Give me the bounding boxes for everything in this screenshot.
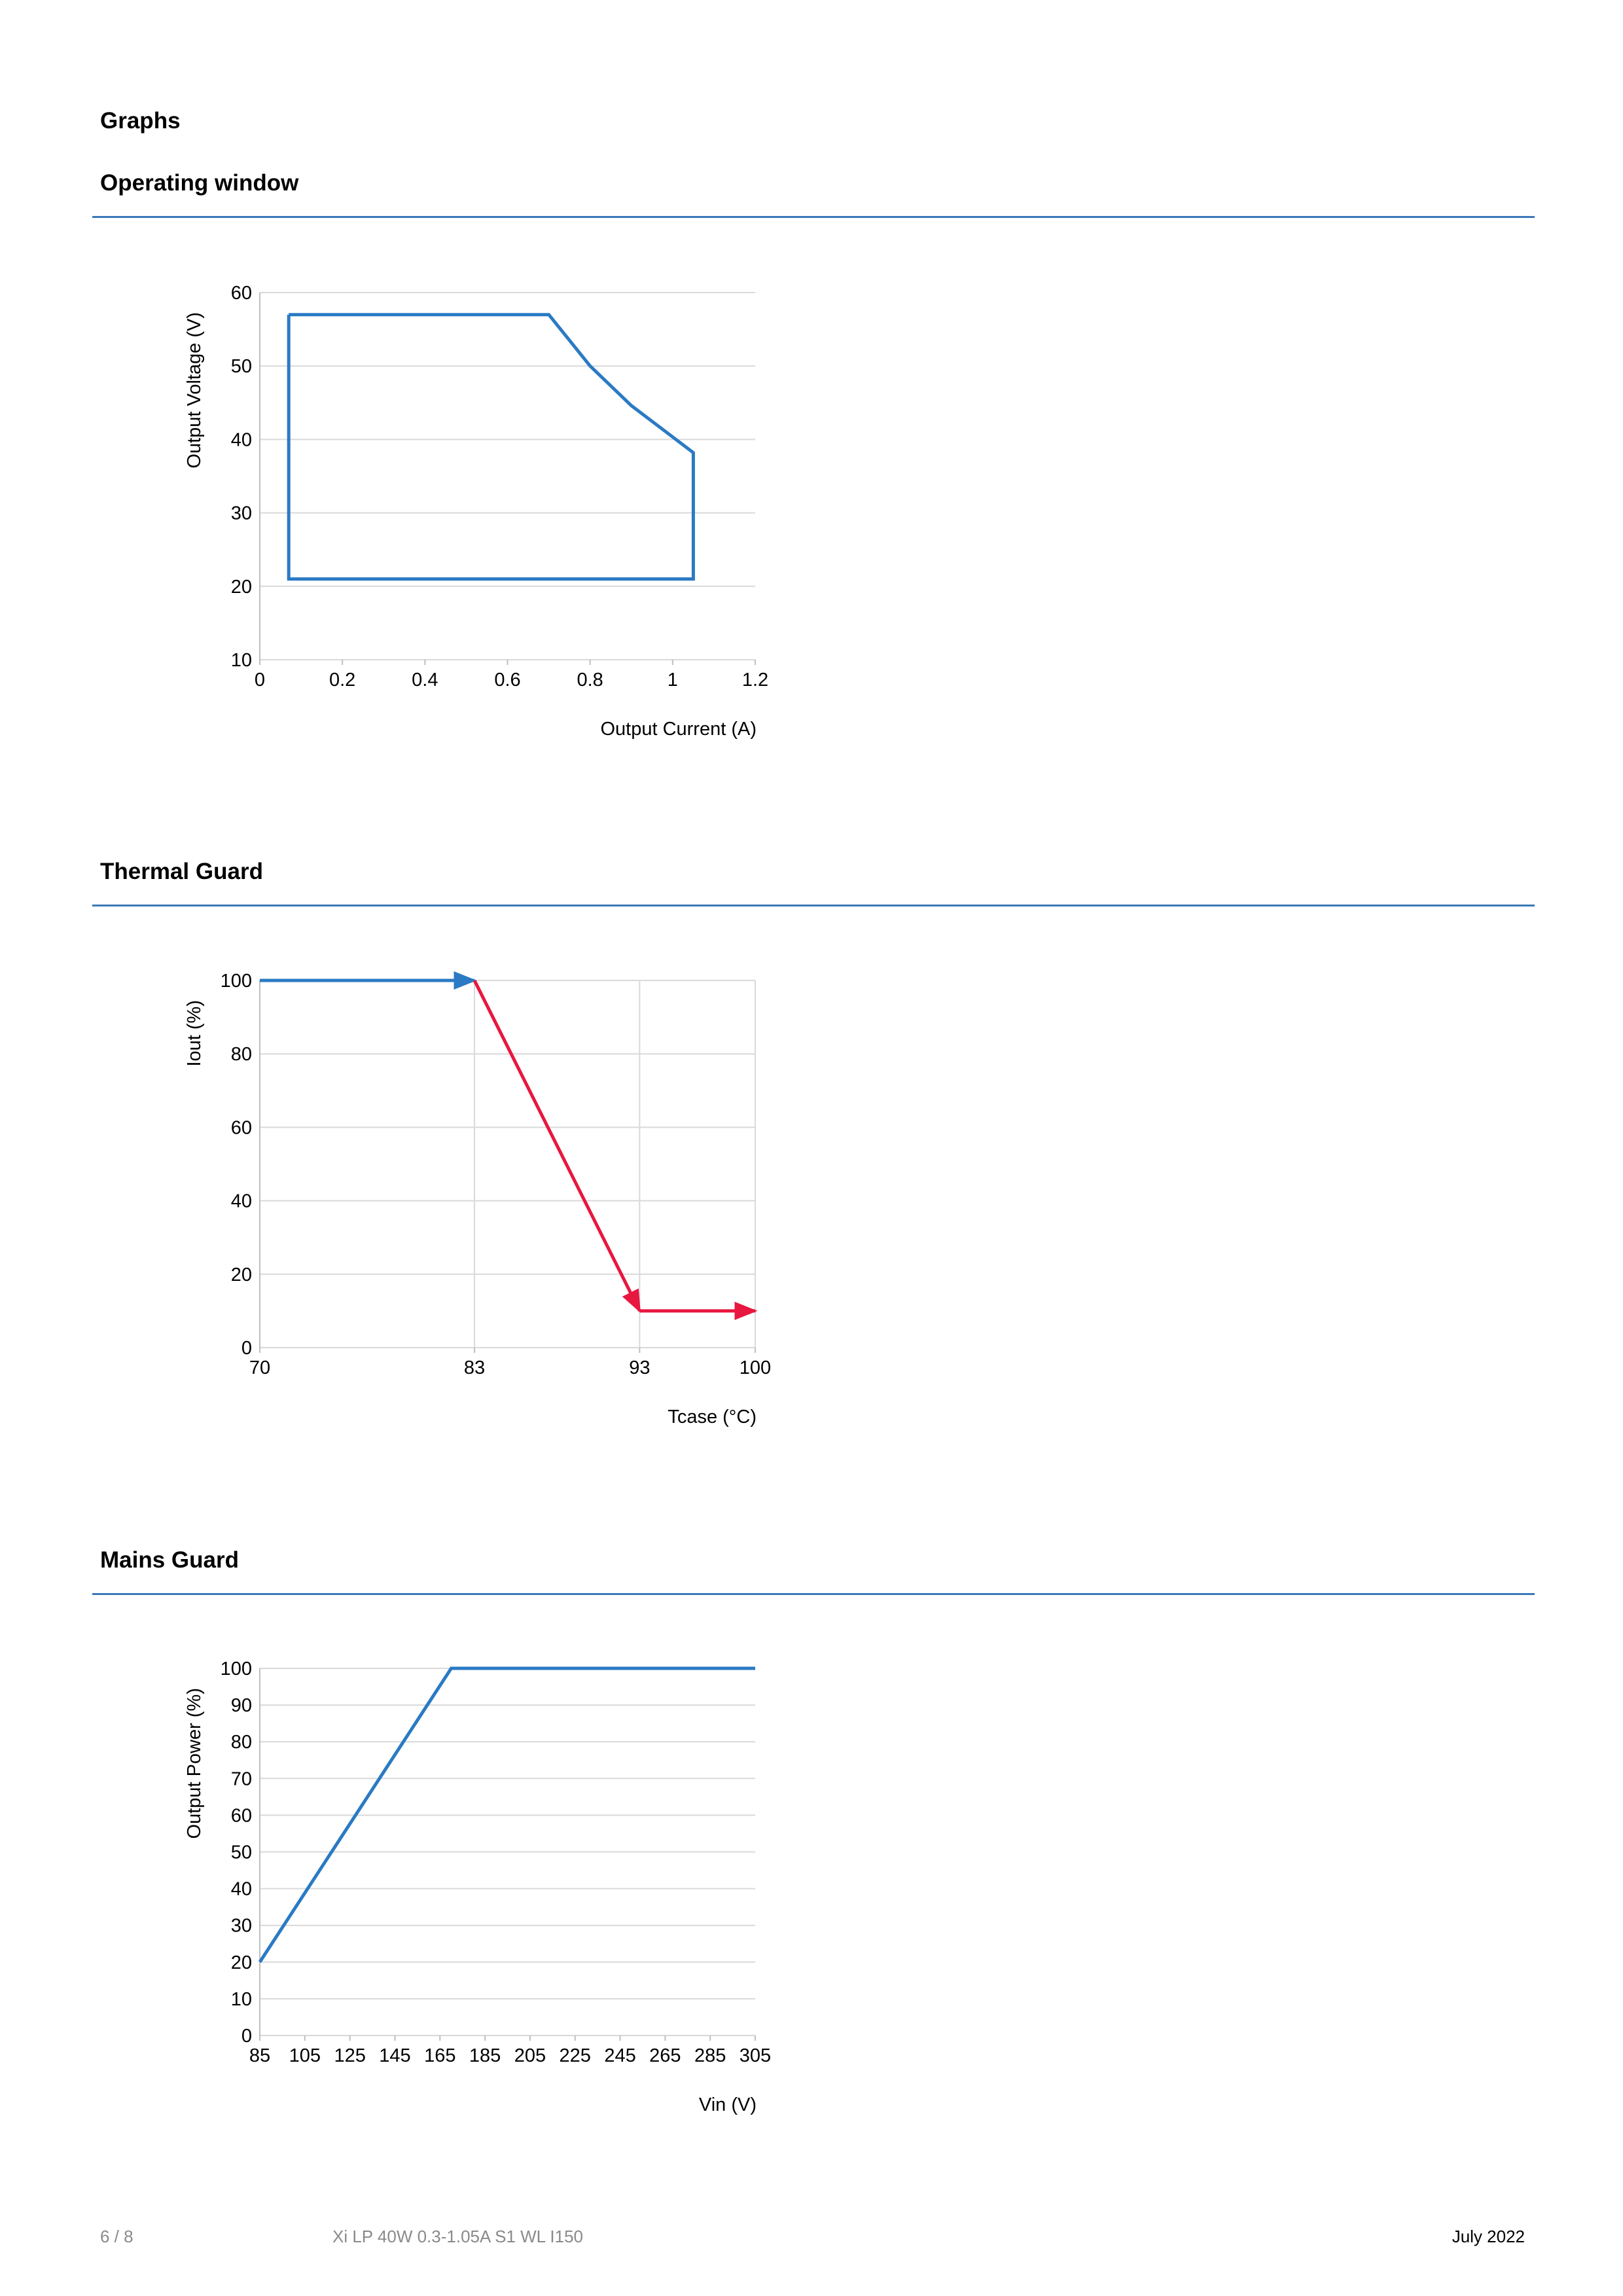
y-tick-label: 80	[231, 1732, 252, 1753]
x-tick-label: 105	[289, 2045, 321, 2066]
y-tick-label: 60	[231, 1117, 252, 1138]
y-tick-label: 20	[231, 577, 252, 598]
series-line	[473, 979, 641, 1314]
x-tick-label: 165	[424, 2045, 455, 2066]
y-tick-label: 50	[231, 356, 252, 377]
chart-title-mains-guard: Mains Guard	[100, 1547, 239, 1573]
x-tick-label: 0.4	[412, 670, 438, 691]
y-tick-label: 80	[231, 1044, 252, 1065]
footer-product-name: Xi LP 40W 0.3-1.05A S1 WL I150	[332, 2227, 584, 2246]
y-tick-label: 40	[231, 1191, 252, 1212]
x-tick-label: 85	[249, 2045, 270, 2066]
x-axis-label: Output Current (A)	[600, 719, 757, 740]
x-tick-label: 100	[740, 1357, 771, 1378]
x-tick-label: 205	[514, 2045, 546, 2066]
y-axis-label: Iout (%)	[184, 1000, 205, 1067]
x-tick-label: 93	[629, 1357, 650, 1378]
x-tick-label: 70	[249, 1357, 270, 1378]
y-tick-label: 20	[231, 1265, 252, 1285]
section-rule	[92, 905, 1535, 906]
y-tick-label: 30	[231, 503, 252, 524]
section-rule	[92, 216, 1535, 218]
x-tick-label: 285	[694, 2045, 726, 2066]
x-tick-label: 225	[560, 2045, 591, 2066]
x-tick-label: 83	[464, 1357, 485, 1378]
y-tick-label: 90	[231, 1695, 252, 1716]
x-tick-label: 145	[379, 2045, 410, 2066]
y-tick-label: 60	[231, 1805, 252, 1826]
x-tick-label: 305	[740, 2045, 771, 2066]
x-axis-label: Tcase (°C)	[668, 1407, 757, 1427]
chart-title-operating-window: Operating window	[100, 170, 299, 196]
thermal-guard-chart: 0 20 40 60 80 100 70 83 93 100 Tcase (°C) Iout (%)	[184, 971, 771, 1427]
x-tick-label: 125	[334, 2045, 365, 2066]
operating-window-chart: 10 20 30 40 50 60 0 0.2 0.4 0.6 0.8 1 1.2 Output Curr…	[184, 283, 768, 740]
y-tick-label: 50	[231, 1842, 252, 1863]
y-axis-label: Output Power (%)	[184, 1688, 205, 1839]
y-tick-label: 70	[231, 1768, 252, 1789]
y-tick-label: 60	[231, 283, 252, 304]
chart-title-thermal-guard: Thermal Guard	[100, 859, 263, 884]
y-tick-label: 0	[241, 1338, 252, 1359]
y-tick-label: 0	[241, 2026, 252, 2047]
y-tick-label: 40	[231, 1879, 252, 1900]
y-tick-label: 10	[231, 1989, 252, 2010]
footer-page-number: 6 / 8	[100, 2227, 134, 2246]
y-tick-label: 10	[231, 650, 252, 671]
x-tick-label: 0.2	[329, 670, 355, 691]
x-tick-label: 0.8	[577, 670, 603, 691]
series-line	[258, 1666, 755, 1964]
x-tick-label: 185	[469, 2045, 501, 2066]
y-tick-label: 100	[221, 1659, 252, 1679]
y-tick-label: 30	[231, 1916, 252, 1937]
y-tick-label: 20	[231, 1952, 252, 1973]
x-tick-label: 1.2	[742, 670, 768, 691]
x-tick-label: 0.6	[494, 670, 520, 691]
y-tick-label: 40	[231, 429, 252, 450]
y-tick-label: 100	[221, 971, 252, 992]
x-tick-label: 0	[255, 670, 265, 691]
footer-date: July 2022	[1452, 2227, 1525, 2246]
y-axis-label: Output Voltage (V)	[184, 312, 205, 469]
x-tick-label: 265	[649, 2045, 681, 2066]
section-title: Graphs	[100, 108, 181, 134]
mains-guard-chart: 0 10 20 30 40 50 60 70 80 90 100 85 105 125 145 165 185 2…	[184, 1659, 771, 2115]
series-line	[287, 313, 695, 581]
section-rule	[92, 1593, 1535, 1595]
x-axis-label: Vin (V)	[699, 2094, 757, 2115]
x-tick-label: 245	[604, 2045, 635, 2066]
x-tick-label: 1	[668, 670, 678, 691]
